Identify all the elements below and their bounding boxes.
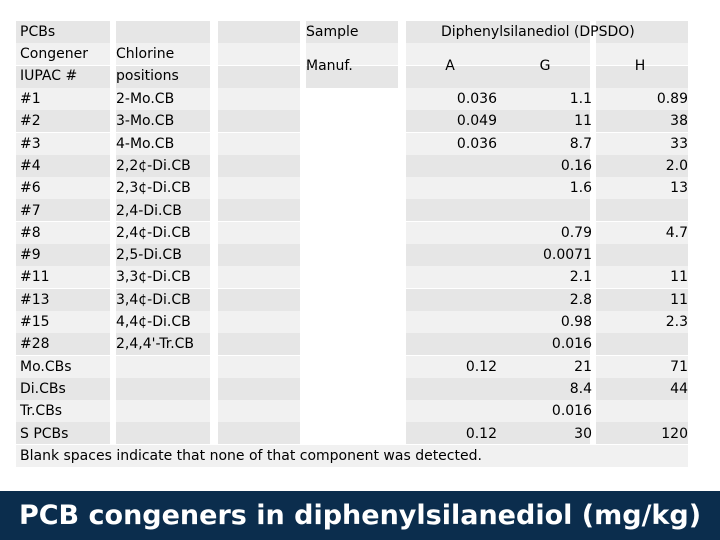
cell-congener: Di.CBs — [20, 380, 66, 397]
row-band — [16, 43, 688, 66]
cell-h: 71 — [670, 358, 688, 375]
header-positions: positions — [116, 68, 179, 84]
cell-g: 0.98 — [560, 314, 592, 330]
header-manuf: Manuf. — [306, 58, 353, 74]
cell-h: 44 — [670, 380, 688, 397]
cell-g: 11 — [574, 113, 592, 130]
cell-g: 30 — [574, 425, 592, 442]
cell-g: 21 — [574, 358, 592, 375]
row-band — [16, 21, 688, 43]
row-band — [16, 444, 688, 467]
table-note: Blank spaces indicate that none of that … — [20, 448, 482, 464]
cell-g: 0.16 — [560, 157, 592, 174]
column-separator — [210, 21, 218, 445]
column-separator — [110, 21, 116, 445]
cell-g: 1.6 — [569, 180, 592, 197]
cell-congener: #8 — [20, 224, 41, 241]
cell-h: 4.7 — [665, 224, 688, 241]
cell-g: 0.016 — [551, 403, 592, 420]
column-separator — [398, 21, 406, 445]
cell-chlorine: 2,5-Di.CB — [116, 247, 182, 264]
cell-g: 1.1 — [569, 91, 592, 107]
header-col-h: H — [634, 58, 646, 74]
slide-title: PCB congeners in diphenylsilanediol (mg/… — [18, 500, 702, 531]
cell-g: 2.1 — [569, 269, 592, 286]
header-chlorine: Chlorine — [116, 46, 175, 62]
cell-chlorine: 3-Mo.CB — [116, 113, 175, 130]
cell-congener: Mo.CBs — [20, 358, 72, 375]
header-col-g: G — [539, 58, 551, 74]
cell-g: 8.7 — [569, 135, 592, 152]
cell-a: 0.049 — [456, 113, 497, 130]
cell-h: 38 — [670, 113, 688, 130]
cell-congener: S PCBs — [20, 425, 69, 442]
cell-a: 0.12 — [465, 425, 497, 442]
cell-congener: #9 — [20, 247, 41, 264]
header-col-a: A — [445, 58, 455, 74]
cell-h: 120 — [661, 425, 688, 442]
column-separator — [300, 21, 306, 445]
cell-congener: #3 — [20, 135, 41, 152]
cell-g: 0.0071 — [543, 247, 592, 264]
cell-congener: #6 — [20, 180, 41, 197]
cell-h: 33 — [670, 135, 688, 152]
cell-chlorine: 4,4¢-Di.CB — [116, 314, 191, 330]
cell-chlorine: 3,3¢-Di.CB — [116, 269, 191, 286]
cell-h: 11 — [670, 269, 688, 286]
cell-congener: #2 — [20, 113, 41, 130]
cell-h: 11 — [670, 291, 688, 308]
cell-h: 13 — [670, 180, 688, 197]
cell-chlorine: 2,4-Di.CB — [116, 202, 182, 219]
cell-h: 2.0 — [665, 157, 688, 174]
cell-a: 0.036 — [456, 91, 497, 107]
row-band — [16, 65, 688, 88]
cell-congener: #4 — [20, 157, 41, 174]
cell-congener: #15 — [20, 314, 50, 330]
cell-chlorine: 2,2¢-Di.CB — [116, 157, 191, 174]
cell-congener: #7 — [20, 202, 41, 219]
cell-g: 8.4 — [569, 380, 592, 397]
header-congener: Congener — [20, 46, 88, 62]
cell-chlorine: 2,4¢-Di.CB — [116, 224, 191, 241]
cell-a: 0.12 — [465, 358, 497, 375]
cell-chlorine: 3,4¢-Di.CB — [116, 291, 191, 308]
cell-h: 2.3 — [665, 314, 688, 330]
cell-chlorine: 4-Mo.CB — [116, 135, 175, 152]
header-pcbs: PCBs — [20, 24, 56, 40]
header-iupac: IUPAC # — [20, 68, 78, 84]
cell-h: 0.89 — [656, 91, 688, 107]
cell-g: 2.8 — [569, 291, 592, 308]
cell-chlorine: 2-Mo.CB — [116, 91, 175, 107]
footer-bar: PCB congeners in diphenylsilanediol (mg/… — [0, 491, 720, 540]
cell-congener: #28 — [20, 336, 50, 353]
header-sample: Sample — [306, 24, 359, 40]
cell-congener: #11 — [20, 269, 50, 286]
cell-congener: Tr.CBs — [20, 403, 63, 420]
header-dpsdo: Diphenylsilanediol (DPSDO) — [441, 24, 635, 40]
cell-g: 0.016 — [551, 336, 592, 353]
cell-congener: #1 — [20, 91, 41, 107]
cell-chlorine: 2,4,4'-Tr.CB — [116, 336, 195, 353]
sample-column-block — [306, 88, 398, 445]
cell-g: 0.79 — [560, 224, 592, 241]
column-separator — [590, 21, 596, 445]
cell-chlorine: 2,3¢-Di.CB — [116, 180, 191, 197]
cell-a: 0.036 — [456, 135, 497, 152]
cell-congener: #13 — [20, 291, 50, 308]
